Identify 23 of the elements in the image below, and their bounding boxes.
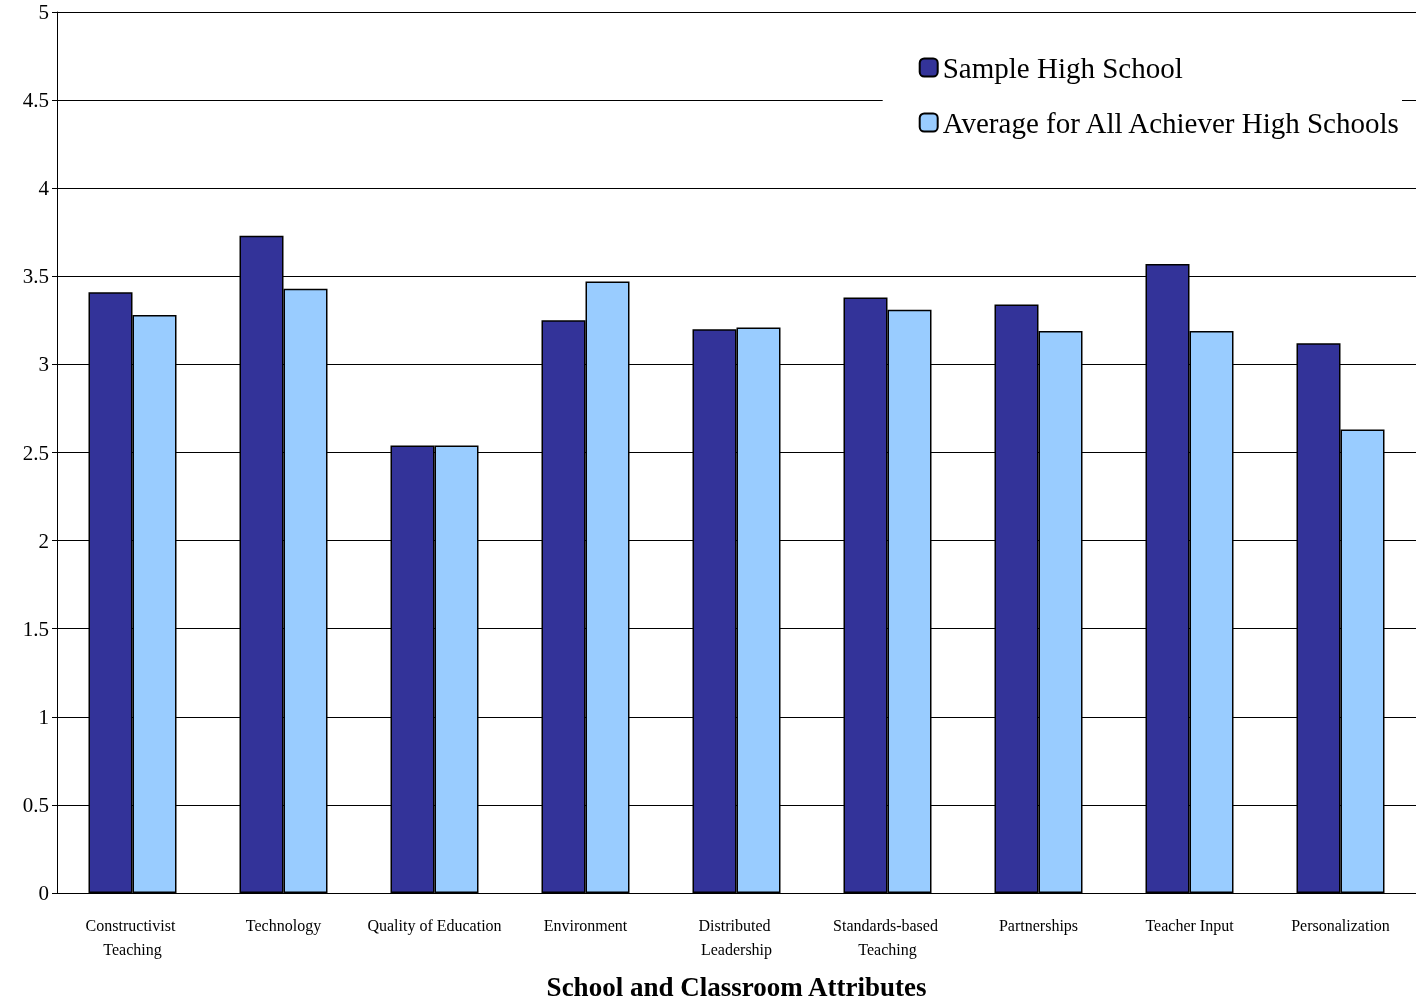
x-tick-label: Environment [543, 916, 628, 934]
x-tick-label: Partnerships [998, 916, 1079, 935]
y-tick-label: 0.5 [22, 792, 49, 817]
x-tick-label: Quality of Education [367, 916, 502, 935]
x-axis-title: School and Classroom Attributes [546, 971, 927, 1002]
x-tick-label: Standards-based Teaching [833, 916, 942, 959]
y-tick-label: 4.5 [22, 88, 49, 113]
legend-label: Average for All Achiever High Schools [942, 106, 1399, 139]
y-tick-label: 1 [38, 704, 49, 729]
y-tick-label: 4 [38, 176, 50, 201]
y-tick-label: 0 [38, 881, 49, 905]
x-tick-label: Constructivist Teaching [85, 916, 180, 959]
y-tick-label: 2.5 [22, 440, 49, 465]
y-tick-label: 3.5 [22, 264, 49, 289]
legend-label: Sample High School [942, 51, 1183, 84]
x-tick-label: Teacher Input [1145, 916, 1235, 935]
y-tick-label: 5 [38, 0, 49, 24]
y-tick-label: 2 [38, 528, 49, 553]
y-tick-label: 1.5 [22, 616, 49, 641]
x-tick-label: Distributed Leadership [698, 916, 775, 959]
x-tick-label: Personalization [1291, 916, 1390, 934]
x-tick-label: Technology [245, 916, 322, 935]
y-tick-label: 3 [38, 352, 49, 377]
